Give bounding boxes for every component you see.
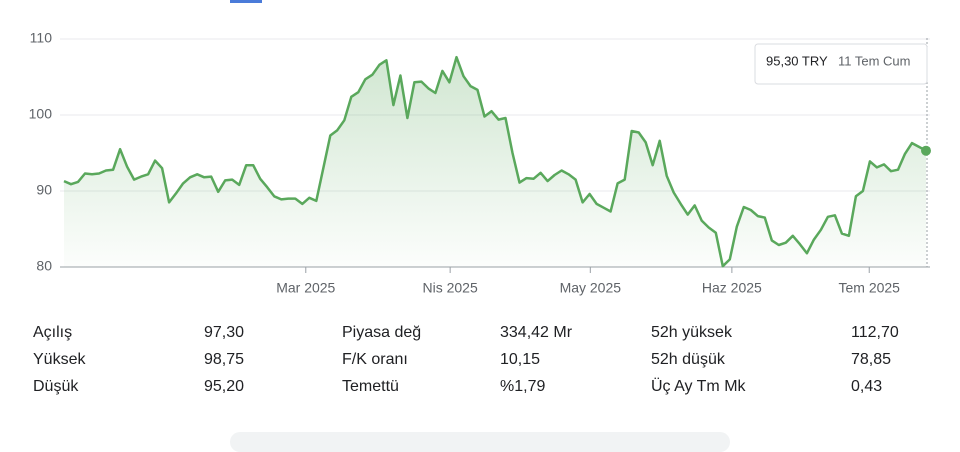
area	[64, 57, 926, 268]
stat-label: Üç Ay Tm Mk	[651, 378, 746, 395]
last-point	[921, 145, 931, 156]
price-line	[63, 55, 927, 268]
stat-value: 334,42 Mr	[500, 324, 573, 341]
y-tick-label: 90	[36, 182, 52, 198]
chart: 80 90 100 110 Mar 2025 Nis 2025 May 2025 Haz 20…	[29, 0, 931, 296]
y-tick-label: 110	[30, 30, 53, 46]
stats-row: Açılış 97,30 Piyasa değ 334,42 Mr 52h yüksek…	[0, 324, 960, 351]
stat-label: Düşük	[33, 378, 79, 395]
stat-value: %1,79	[500, 378, 546, 395]
stat-label: 52h düşük	[651, 351, 725, 368]
tooltip-date: 11 Tem Cum	[838, 53, 911, 68]
tooltip-box	[754, 43, 928, 85]
x-tick-label: Mar 2025	[276, 280, 335, 296]
stat-label: Açılış	[33, 324, 73, 341]
stat-value: 98,75	[204, 351, 245, 368]
stat-label: Yüksek	[33, 351, 86, 368]
stats-table: Açılış 97,30 Piyasa değ 334,42 Mr 52h yüksek…	[0, 324, 960, 405]
x-tick-label: Tem 2025	[838, 280, 900, 296]
stats-row: Düşük 95,20 Temettü %1,79 Üç Ay Tm Mk 0,43	[0, 378, 960, 405]
decor-tab	[230, 0, 262, 3]
stat-value: 78,85	[851, 351, 892, 368]
stat-value: 10,15	[500, 351, 541, 368]
stat-value: 97,30	[204, 324, 245, 341]
stat-value: 95,20	[204, 378, 245, 395]
stat-value: 112,70	[851, 324, 899, 341]
stat-label: F/K oranı	[342, 351, 408, 368]
x-tick-label: Haz 2025	[702, 280, 762, 296]
y-tick-label: 80	[36, 258, 52, 274]
stat-label: Piyasa değ	[342, 324, 422, 341]
stat-label: 52h yüksek	[651, 324, 732, 341]
tooltip-price: 95,30 TRY	[766, 53, 828, 68]
search-pill	[230, 432, 730, 452]
stat-value: 0,43	[851, 378, 883, 395]
stats-row: Yüksek 98,75 F/K oranı 10,15 52h düşük 78,85	[0, 351, 960, 378]
x-tick-label: May 2025	[560, 280, 622, 296]
x-tick-label: Nis 2025	[423, 280, 478, 296]
stat-label: Temettü	[342, 378, 399, 395]
y-tick-label: 100	[29, 106, 53, 122]
